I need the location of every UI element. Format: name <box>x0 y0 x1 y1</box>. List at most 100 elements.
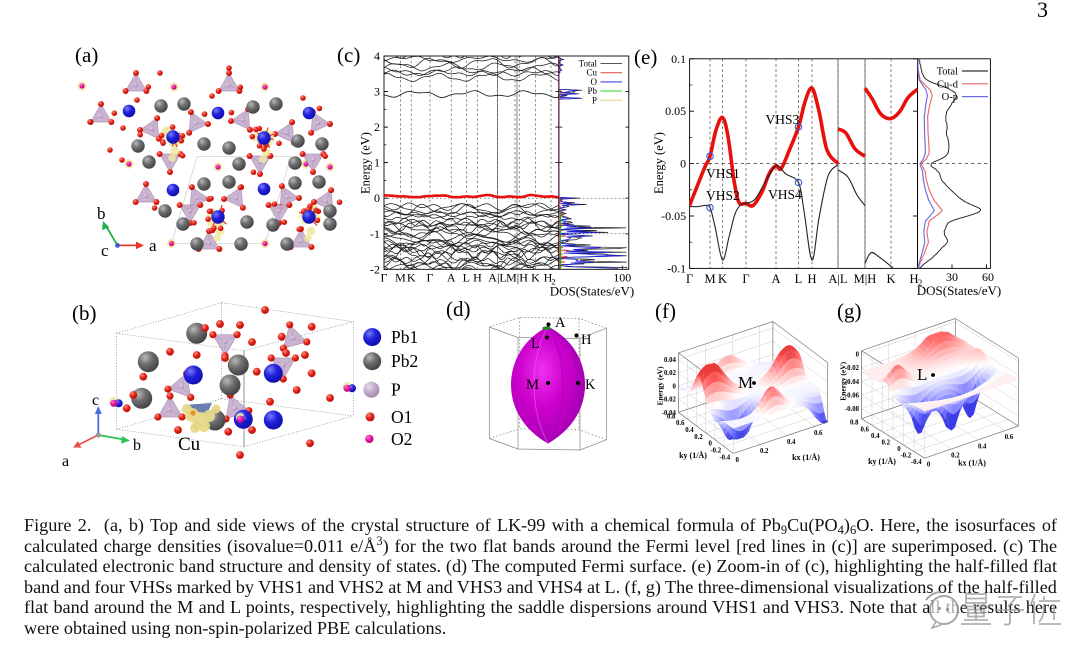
svg-text:a: a <box>62 453 69 470</box>
svg-text:-0.4: -0.4 <box>911 459 922 466</box>
svg-text:2: 2 <box>551 277 555 287</box>
svg-text:0.2: 0.2 <box>760 448 769 455</box>
svg-text:Energy (eV): Energy (eV) <box>359 132 373 194</box>
svg-text:Γ: Γ <box>427 271 434 285</box>
svg-text:H: H <box>807 272 816 286</box>
svg-text:-0.04: -0.04 <box>662 410 677 417</box>
svg-text:0.4: 0.4 <box>871 433 880 440</box>
svg-text:0.2: 0.2 <box>694 434 703 441</box>
svg-text:0: 0 <box>735 457 739 464</box>
svg-text:(c): (c) <box>337 43 360 67</box>
svg-text:A: A <box>771 272 780 286</box>
svg-text:3: 3 <box>374 85 380 99</box>
svg-text:Cu: Cu <box>178 434 201 455</box>
svg-text:b: b <box>97 204 106 223</box>
svg-text:Total: Total <box>579 59 598 69</box>
svg-text:K: K <box>718 272 727 286</box>
svg-text:-0.04: -0.04 <box>845 379 860 386</box>
svg-text:K: K <box>407 271 416 285</box>
svg-text:Γ: Γ <box>686 272 693 286</box>
svg-text:ky (1/Å): ky (1/Å) <box>679 451 707 460</box>
svg-text:M|H: M|H <box>506 271 528 285</box>
svg-text:b: b <box>133 437 141 454</box>
svg-text:0: 0 <box>680 157 686 171</box>
svg-text:kx (1/Å): kx (1/Å) <box>958 459 986 468</box>
svg-text:A|L: A|L <box>828 272 847 286</box>
svg-text:0.6: 0.6 <box>861 426 870 433</box>
svg-text:M|H: M|H <box>854 272 877 286</box>
svg-text:K: K <box>531 271 540 285</box>
svg-text:60: 60 <box>982 270 994 284</box>
svg-text:0.4: 0.4 <box>685 427 694 434</box>
svg-text:H: H <box>909 272 918 286</box>
svg-text:0: 0 <box>856 352 860 359</box>
svg-text:(d): (d) <box>446 297 471 321</box>
svg-text:0.02: 0.02 <box>664 370 676 377</box>
svg-text:-0.2: -0.2 <box>710 448 721 455</box>
svg-text:kx (1/Å): kx (1/Å) <box>792 453 820 462</box>
svg-text:-0.06: -0.06 <box>845 392 860 399</box>
svg-text:-0.1: -0.1 <box>667 261 686 275</box>
svg-text:Pb2: Pb2 <box>391 351 418 371</box>
svg-text:VHS2: VHS2 <box>706 188 740 203</box>
svg-text:0.04: 0.04 <box>664 357 676 364</box>
svg-text:P: P <box>592 95 597 105</box>
svg-text:-1: -1 <box>370 227 380 241</box>
svg-text:VHS3: VHS3 <box>766 112 800 127</box>
svg-text:P: P <box>391 380 401 400</box>
svg-text:K: K <box>886 272 895 286</box>
svg-text:O1: O1 <box>391 407 412 427</box>
svg-text:0.6: 0.6 <box>676 420 685 427</box>
svg-text:K: K <box>585 377 596 393</box>
svg-text:-0.02: -0.02 <box>662 397 677 404</box>
svg-text:0.2: 0.2 <box>882 439 891 446</box>
svg-text:L: L <box>463 271 470 285</box>
svg-text:30: 30 <box>946 270 958 284</box>
svg-text:Pb1: Pb1 <box>391 327 418 347</box>
svg-text:(f): (f) <box>655 299 676 323</box>
svg-text:0.4: 0.4 <box>787 439 796 446</box>
svg-text:H: H <box>544 271 553 285</box>
svg-text:c: c <box>101 241 109 260</box>
svg-text:a: a <box>149 236 157 255</box>
svg-text:0.1: 0.1 <box>671 52 686 66</box>
svg-text:Cu: Cu <box>586 68 597 78</box>
svg-text:0.8: 0.8 <box>850 420 859 427</box>
svg-text:L: L <box>795 272 803 286</box>
svg-text:O2: O2 <box>391 429 412 449</box>
svg-text:DOS(States/eV): DOS(States/eV) <box>917 283 1002 298</box>
svg-text:-0.4: -0.4 <box>719 454 730 461</box>
svg-text:VHS4: VHS4 <box>768 187 802 202</box>
svg-text:0: 0 <box>672 383 676 390</box>
svg-text:L: L <box>917 365 927 384</box>
svg-text:M: M <box>704 272 715 286</box>
svg-text:M: M <box>738 373 753 392</box>
svg-text:0.6: 0.6 <box>1005 434 1014 441</box>
svg-text:L: L <box>531 336 540 352</box>
svg-text:2: 2 <box>918 278 923 288</box>
svg-text:100: 100 <box>613 271 631 285</box>
svg-text:-0.08: -0.08 <box>845 406 860 413</box>
svg-text:(e): (e) <box>634 45 657 69</box>
svg-text:0: 0 <box>708 441 712 448</box>
svg-text:VHS1: VHS1 <box>706 166 740 181</box>
svg-text:DOS(States/eV): DOS(States/eV) <box>550 284 635 299</box>
svg-text:A: A <box>555 315 566 331</box>
svg-text:(a): (a) <box>75 43 98 67</box>
svg-text:Γ: Γ <box>381 271 388 285</box>
svg-text:0.4: 0.4 <box>978 443 987 450</box>
svg-text:-0.02: -0.02 <box>845 365 860 372</box>
svg-text:1: 1 <box>374 156 380 170</box>
svg-text:-0.2: -0.2 <box>900 453 911 460</box>
svg-text:ky (1/Å): ky (1/Å) <box>868 457 896 466</box>
svg-text:(b): (b) <box>72 301 97 325</box>
svg-text:O: O <box>591 77 598 87</box>
svg-text:H: H <box>473 271 482 285</box>
svg-text:0: 0 <box>897 446 901 453</box>
svg-text:4: 4 <box>374 49 380 63</box>
svg-text:c: c <box>92 392 99 409</box>
svg-text:Pb: Pb <box>587 86 597 96</box>
svg-text:Energy (eV): Energy (eV) <box>652 132 666 194</box>
svg-text:0: 0 <box>927 462 931 469</box>
svg-text:0.2: 0.2 <box>951 453 960 460</box>
